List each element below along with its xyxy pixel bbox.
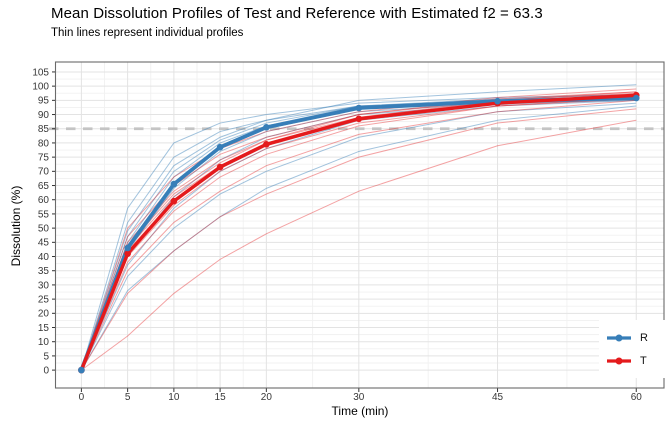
legend-key-T-icon [606, 355, 632, 367]
svg-text:30: 30 [38, 280, 50, 291]
svg-text:70: 70 [38, 167, 50, 178]
chart-title: Mean Dissolution Profiles of Test and Re… [51, 5, 543, 22]
panel-border [54, 61, 665, 389]
svg-text:0: 0 [43, 366, 49, 377]
series-R-mean-line [79, 96, 639, 373]
y-axis-label: Dissolution (%) [9, 185, 23, 267]
svg-text:105: 105 [32, 67, 49, 78]
svg-text:15: 15 [38, 323, 50, 334]
svg-text:100: 100 [32, 82, 49, 93]
svg-text:35: 35 [38, 266, 50, 277]
svg-text:90: 90 [38, 110, 50, 121]
legend-key-R-icon [606, 332, 632, 344]
svg-text:20: 20 [261, 392, 273, 403]
svg-text:60: 60 [631, 392, 643, 403]
svg-text:5: 5 [125, 392, 131, 403]
svg-text:85: 85 [38, 124, 50, 135]
svg-text:45: 45 [38, 238, 50, 249]
svg-text:55: 55 [38, 209, 50, 220]
x-axis-ticks: 0 5 10 15 20 30 45 60 [79, 388, 643, 403]
series-T-mean-line [79, 93, 638, 372]
svg-text:0: 0 [79, 392, 85, 403]
svg-text:30: 30 [353, 392, 365, 403]
svg-text:95: 95 [38, 96, 50, 107]
svg-text:25: 25 [38, 295, 50, 306]
legend-label-R: R [640, 331, 648, 344]
svg-text:10: 10 [168, 392, 180, 403]
svg-text:50: 50 [38, 224, 50, 235]
series-R-mean-points [78, 94, 640, 374]
svg-text:80: 80 [38, 138, 50, 149]
y-axis-ticks: 0 5 10 15 20 25 30 35 40 45 50 55 60 65 70 75 80 85 90 95 10… [32, 67, 55, 377]
legend-item-T: T [606, 354, 665, 367]
chart-subtitle: Thin lines represent individual profiles [51, 27, 244, 39]
svg-text:65: 65 [38, 181, 50, 192]
svg-text:10: 10 [38, 337, 50, 348]
svg-text:45: 45 [492, 392, 504, 403]
x-axis-label: Time (min) [331, 404, 389, 418]
svg-text:15: 15 [215, 392, 227, 403]
svg-text:60: 60 [38, 195, 50, 206]
svg-text:40: 40 [38, 252, 50, 263]
svg-text:5: 5 [43, 351, 49, 362]
legend-item-R: R [606, 331, 665, 344]
svg-text:20: 20 [38, 309, 50, 320]
legend-label-T: T [640, 354, 647, 367]
svg-text:75: 75 [38, 153, 50, 164]
